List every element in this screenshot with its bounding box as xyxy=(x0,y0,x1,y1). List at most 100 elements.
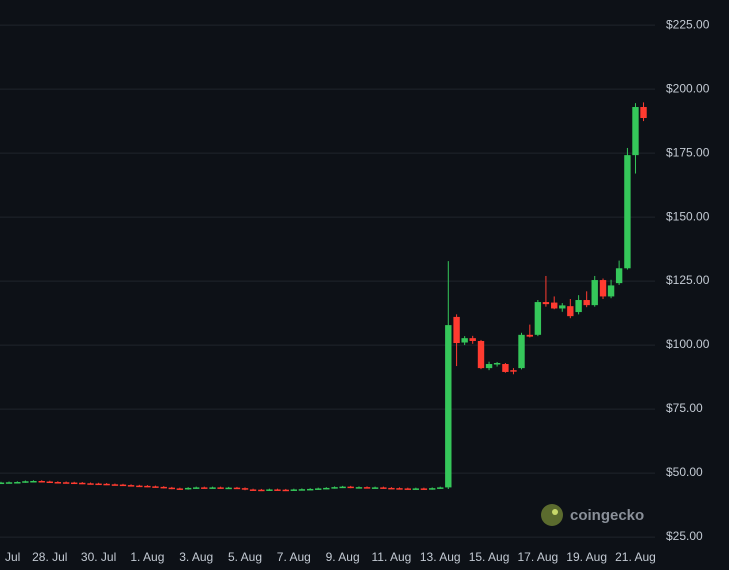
watermark-logo xyxy=(541,504,563,526)
y-tick-label: $175.00 xyxy=(666,145,710,159)
candle-body xyxy=(209,487,216,489)
candle-body xyxy=(103,483,110,486)
candle-body xyxy=(274,489,281,491)
y-tick-label: $225.00 xyxy=(666,17,710,31)
candle-body xyxy=(477,340,485,369)
candle-body xyxy=(70,482,78,485)
candle-body xyxy=(510,370,517,372)
candle-body xyxy=(559,305,566,309)
x-tick-label: 11. Aug xyxy=(372,550,412,564)
candle-body xyxy=(0,482,5,485)
candle-body xyxy=(542,302,550,305)
candle-body xyxy=(266,489,273,491)
candle-body xyxy=(388,487,395,490)
y-tick-label: $50.00 xyxy=(666,465,703,479)
candle-body xyxy=(168,487,176,490)
candle-body xyxy=(437,487,444,489)
candle-body xyxy=(355,487,363,489)
candle-body xyxy=(30,481,37,483)
candle-body xyxy=(347,486,354,489)
y-tick-label: $125.00 xyxy=(666,273,710,287)
candle-body xyxy=(624,155,631,269)
watermark: coingecko xyxy=(541,504,644,526)
candle-body xyxy=(363,487,371,489)
candle-body xyxy=(615,268,623,284)
candle-body xyxy=(315,488,322,490)
y-tick-label: $25.00 xyxy=(666,529,703,543)
candle-body xyxy=(461,338,468,343)
candle-body xyxy=(404,488,411,490)
candle-body xyxy=(201,487,208,489)
candle-body xyxy=(534,302,542,335)
y-tick-label: $100.00 xyxy=(666,337,710,351)
x-tick-label: 17. Aug xyxy=(518,550,559,564)
candle-body xyxy=(526,334,534,337)
candle-body xyxy=(371,487,379,489)
candle-body xyxy=(583,300,590,306)
candle-body xyxy=(54,482,62,484)
candle-body xyxy=(420,488,428,490)
candle-body xyxy=(493,362,501,365)
x-tick-label: 28. Jul xyxy=(32,550,67,564)
candle-body xyxy=(282,489,289,492)
candle-body xyxy=(551,302,558,309)
candle-body xyxy=(445,325,452,488)
y-tick-label: $200.00 xyxy=(666,81,710,95)
x-tick-label: 9. Aug xyxy=(326,550,360,564)
candle-body xyxy=(184,487,192,490)
candle-body xyxy=(469,338,476,341)
candle-body xyxy=(640,107,647,119)
candle-body xyxy=(339,486,346,489)
candle-body xyxy=(95,483,102,486)
watermark-logo-eye xyxy=(552,509,558,515)
candle-body xyxy=(453,316,460,344)
candle-body xyxy=(607,285,615,297)
x-tick-label: 5. Aug xyxy=(228,550,262,564)
candle-body xyxy=(38,481,45,483)
candle-body xyxy=(136,485,143,488)
candle-body xyxy=(217,487,224,489)
candle-body xyxy=(62,482,70,484)
candle-body xyxy=(119,484,127,487)
candle-body xyxy=(176,488,184,490)
candle-body xyxy=(599,280,607,297)
y-tick-label: $150.00 xyxy=(666,209,710,223)
candle-body xyxy=(5,482,13,484)
candle-body xyxy=(193,487,200,489)
candle-body xyxy=(152,486,159,488)
x-tick-label: 21. Aug xyxy=(615,550,656,564)
candle-body xyxy=(502,364,509,372)
candle-body xyxy=(14,482,21,484)
candle-body xyxy=(87,483,94,485)
candle-body xyxy=(575,300,582,313)
candle-body xyxy=(632,107,639,156)
x-tick-label: 3. Aug xyxy=(179,550,213,564)
candle-body xyxy=(290,489,298,491)
candle-body xyxy=(380,487,387,489)
candle-body xyxy=(298,489,306,491)
candle-body xyxy=(428,488,436,490)
candle-body xyxy=(46,481,53,484)
x-tick-label: 1. Aug xyxy=(130,550,164,564)
candle-body xyxy=(518,334,525,369)
candle-body xyxy=(127,485,135,487)
candle-body xyxy=(412,488,420,490)
candle-body xyxy=(160,486,167,489)
y-tick-label: $75.00 xyxy=(666,401,703,415)
x-tick-label: 19. Aug xyxy=(566,550,607,564)
candle-body xyxy=(258,489,265,492)
candle-body xyxy=(144,485,151,488)
candle-body xyxy=(591,280,598,306)
candle-body xyxy=(306,488,314,491)
candle-body xyxy=(485,364,493,369)
candle-body xyxy=(79,482,86,485)
x-tick-label: 13. Aug xyxy=(420,550,461,564)
candle-body xyxy=(567,306,574,317)
candle-body xyxy=(323,487,330,490)
candle-body xyxy=(396,488,403,490)
candle-body xyxy=(233,487,241,490)
candle-body xyxy=(331,487,338,489)
x-tick-label: 15. Aug xyxy=(469,550,510,564)
